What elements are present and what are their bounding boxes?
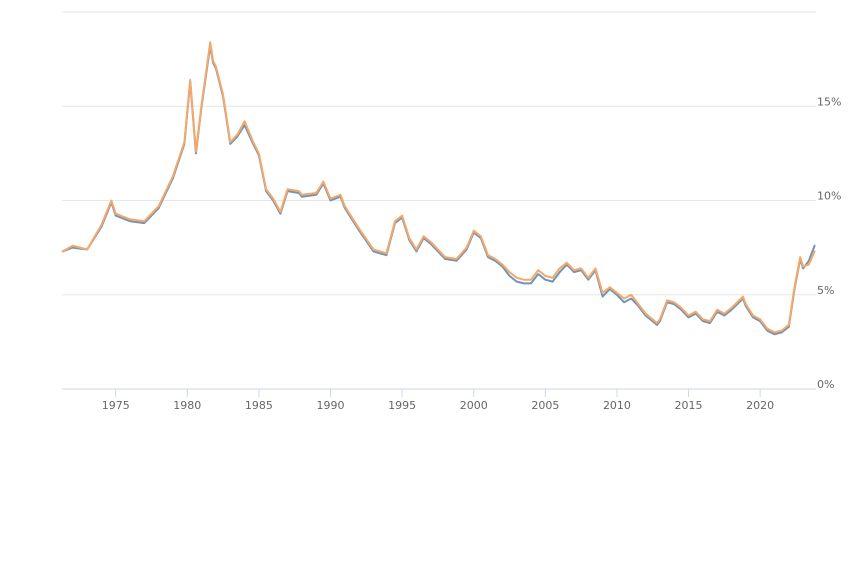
y-tick-label: 15% xyxy=(817,95,841,108)
series-lines xyxy=(61,41,816,336)
x-tick-label: 2020 xyxy=(746,399,774,412)
x-tick-label: 1980 xyxy=(173,399,201,412)
y-tick-label: 10% xyxy=(817,190,841,203)
x-tick-label: 1985 xyxy=(245,399,273,412)
y-tick-label: 5% xyxy=(817,284,834,297)
x-axis: 1975 1980 1985 1990 1995 2000 2005 2010 2015 2020 xyxy=(62,388,816,412)
series-line-2 xyxy=(61,41,816,334)
x-tick-label: 1990 xyxy=(317,399,345,412)
series-line-1 xyxy=(61,44,816,336)
x-tick-label: 1995 xyxy=(388,399,416,412)
x-tick-label: 2000 xyxy=(460,399,488,412)
y-axis: 0% 5% 10% 15% xyxy=(817,95,841,391)
x-tick-label: 2015 xyxy=(675,399,703,412)
y-tick-label: 0% xyxy=(817,378,834,391)
x-tick-label: 2005 xyxy=(531,399,559,412)
x-tick-label: 1975 xyxy=(102,399,130,412)
x-tick-label: 2010 xyxy=(603,399,631,412)
